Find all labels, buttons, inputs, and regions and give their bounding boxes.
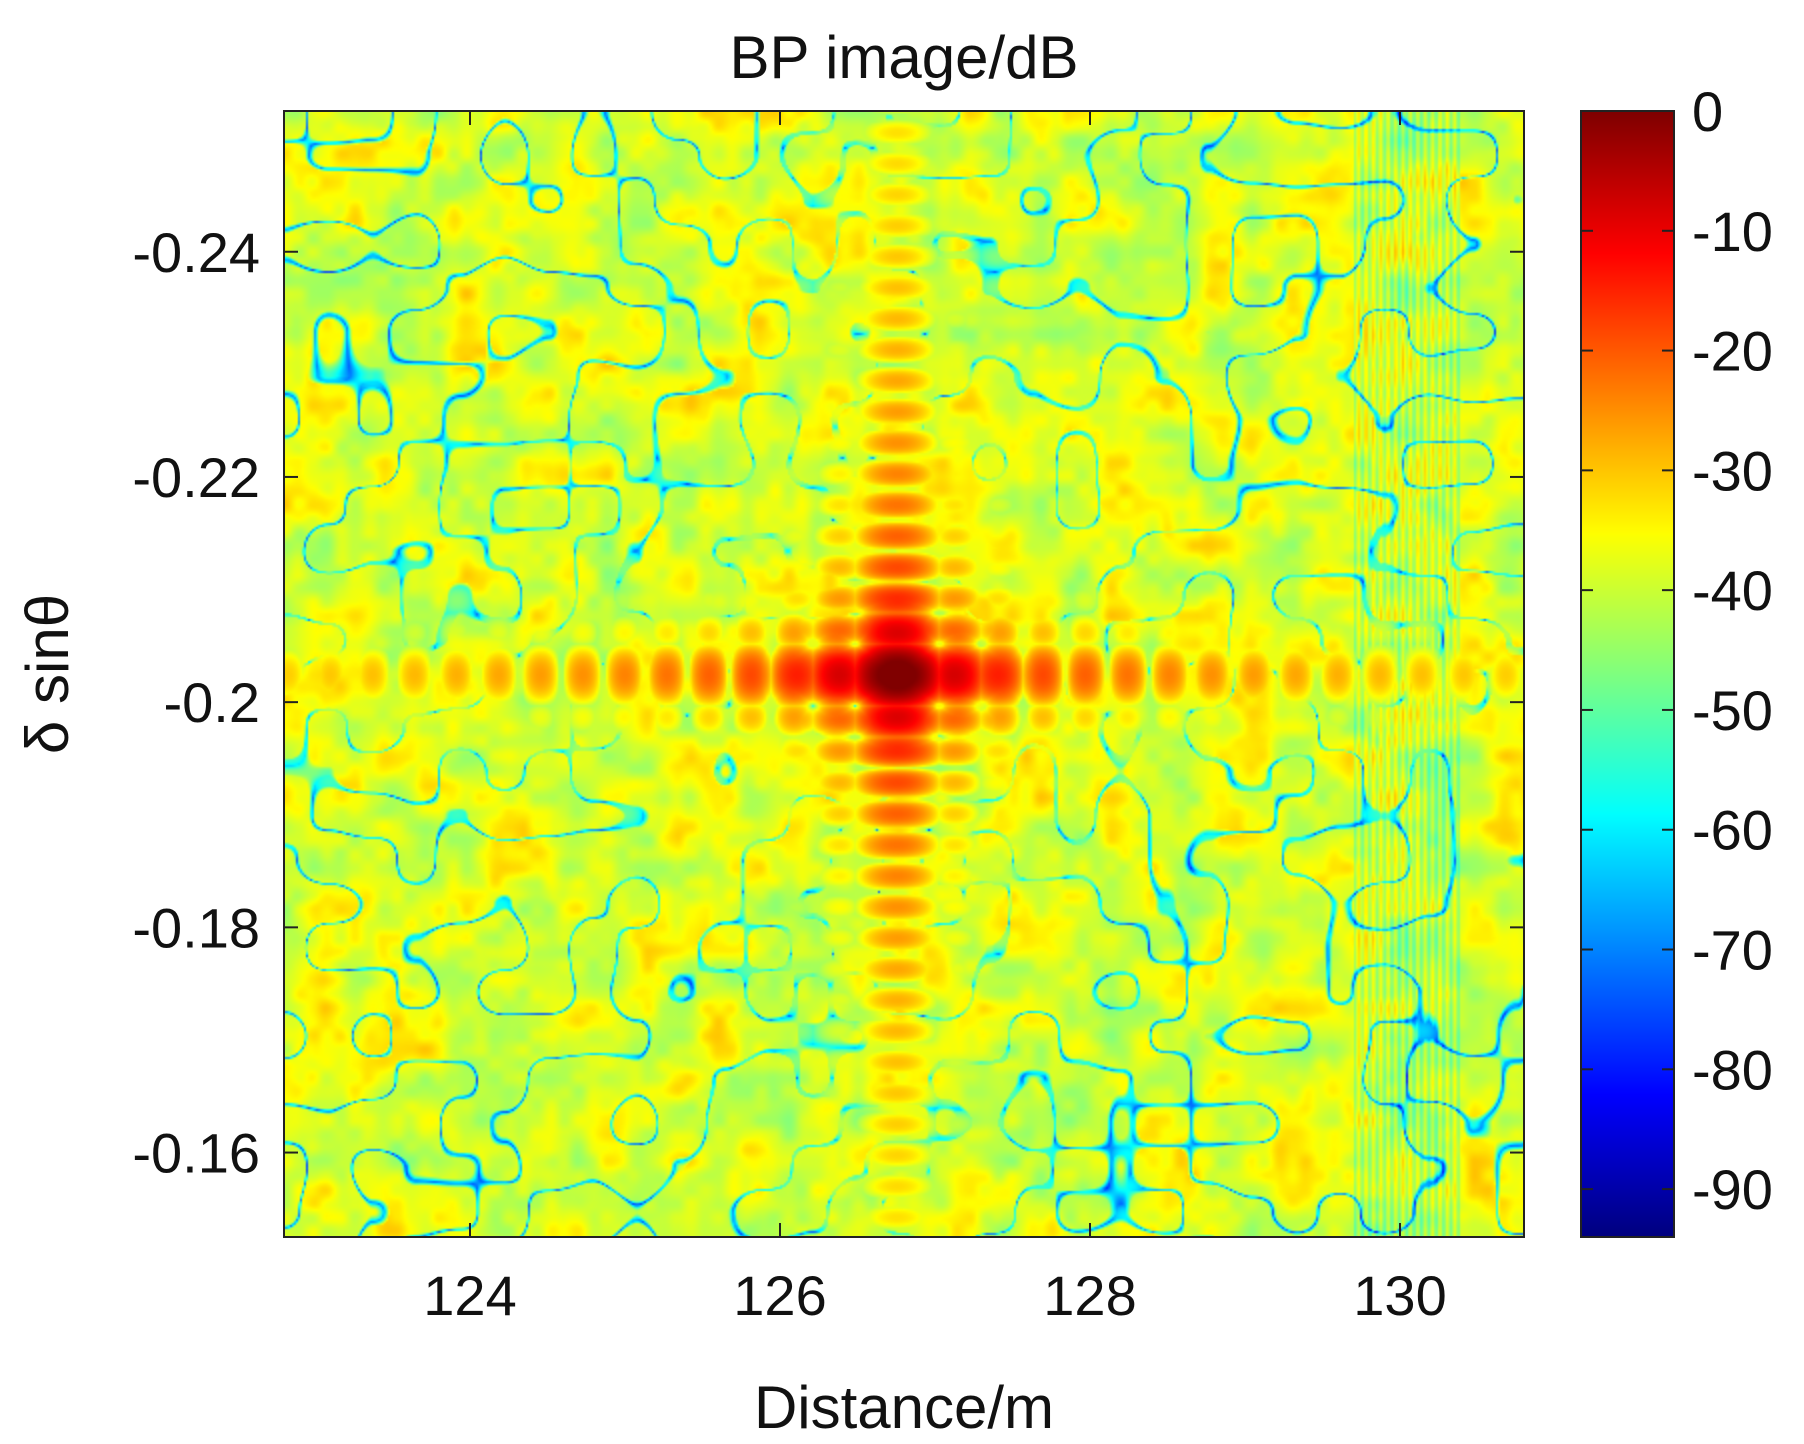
colorbar-tick-label: 0 bbox=[1692, 80, 1723, 143]
x-tick-label: 128 bbox=[1043, 1264, 1136, 1327]
x-tick-label: 126 bbox=[733, 1264, 826, 1327]
y-axis-ticks: -0.24 -0.22 -0.2 -0.18 -0.16 bbox=[132, 221, 1524, 1185]
colorbar-tick-label: -50 bbox=[1692, 679, 1773, 742]
colorbar-tick-label: -40 bbox=[1692, 559, 1773, 622]
y-tick-label: -0.2 bbox=[164, 671, 261, 734]
colorbar-tick-label: -80 bbox=[1692, 1038, 1773, 1101]
x-tick-label: 124 bbox=[423, 1264, 516, 1327]
plot-frame bbox=[283, 110, 1525, 1238]
colorbar-ticks: 0 -10 -20 -30 -40 -50 -60 -70 -80 -90 bbox=[1581, 80, 1773, 1221]
colorbar-frame bbox=[1580, 110, 1675, 1238]
chart-title: BP image/dB bbox=[729, 24, 1078, 91]
colorbar-tick-label: -60 bbox=[1692, 799, 1773, 862]
x-tick-label: 130 bbox=[1353, 1264, 1446, 1327]
colorbar-tick-label: -30 bbox=[1692, 439, 1773, 502]
colorbar-gradient bbox=[1581, 111, 1674, 1237]
y-tick-label: -0.18 bbox=[132, 896, 260, 959]
y-tick-label: -0.24 bbox=[132, 221, 260, 284]
heatmap-image bbox=[284, 111, 1524, 1237]
colorbar-tick-label: -10 bbox=[1692, 200, 1773, 263]
y-tick-label: -0.16 bbox=[132, 1122, 260, 1185]
x-axis-ticks: 124 126 128 130 bbox=[423, 111, 1447, 1327]
y-tick-label: -0.22 bbox=[132, 446, 260, 509]
colorbar-tick-label: -70 bbox=[1692, 919, 1773, 982]
colorbar-tick-label: -20 bbox=[1692, 320, 1773, 383]
colorbar-tick-label: -90 bbox=[1692, 1158, 1773, 1221]
x-axis-label: Distance/m bbox=[754, 1374, 1054, 1441]
y-axis-label: δ sinθ bbox=[14, 594, 81, 754]
